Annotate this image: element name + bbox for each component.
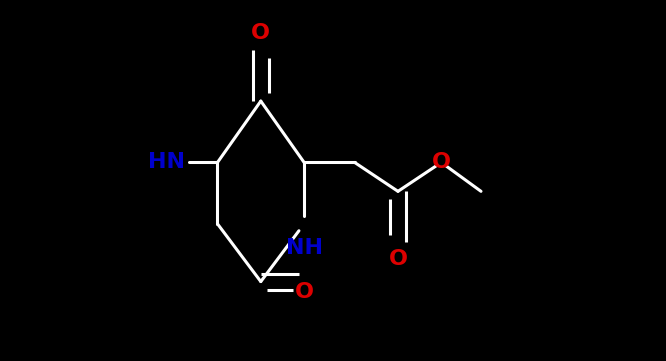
Text: O: O bbox=[294, 282, 314, 301]
Text: O: O bbox=[251, 23, 270, 43]
Text: O: O bbox=[432, 152, 451, 173]
Text: HN: HN bbox=[148, 152, 185, 173]
Text: O: O bbox=[388, 249, 408, 269]
Text: NH: NH bbox=[286, 238, 322, 258]
